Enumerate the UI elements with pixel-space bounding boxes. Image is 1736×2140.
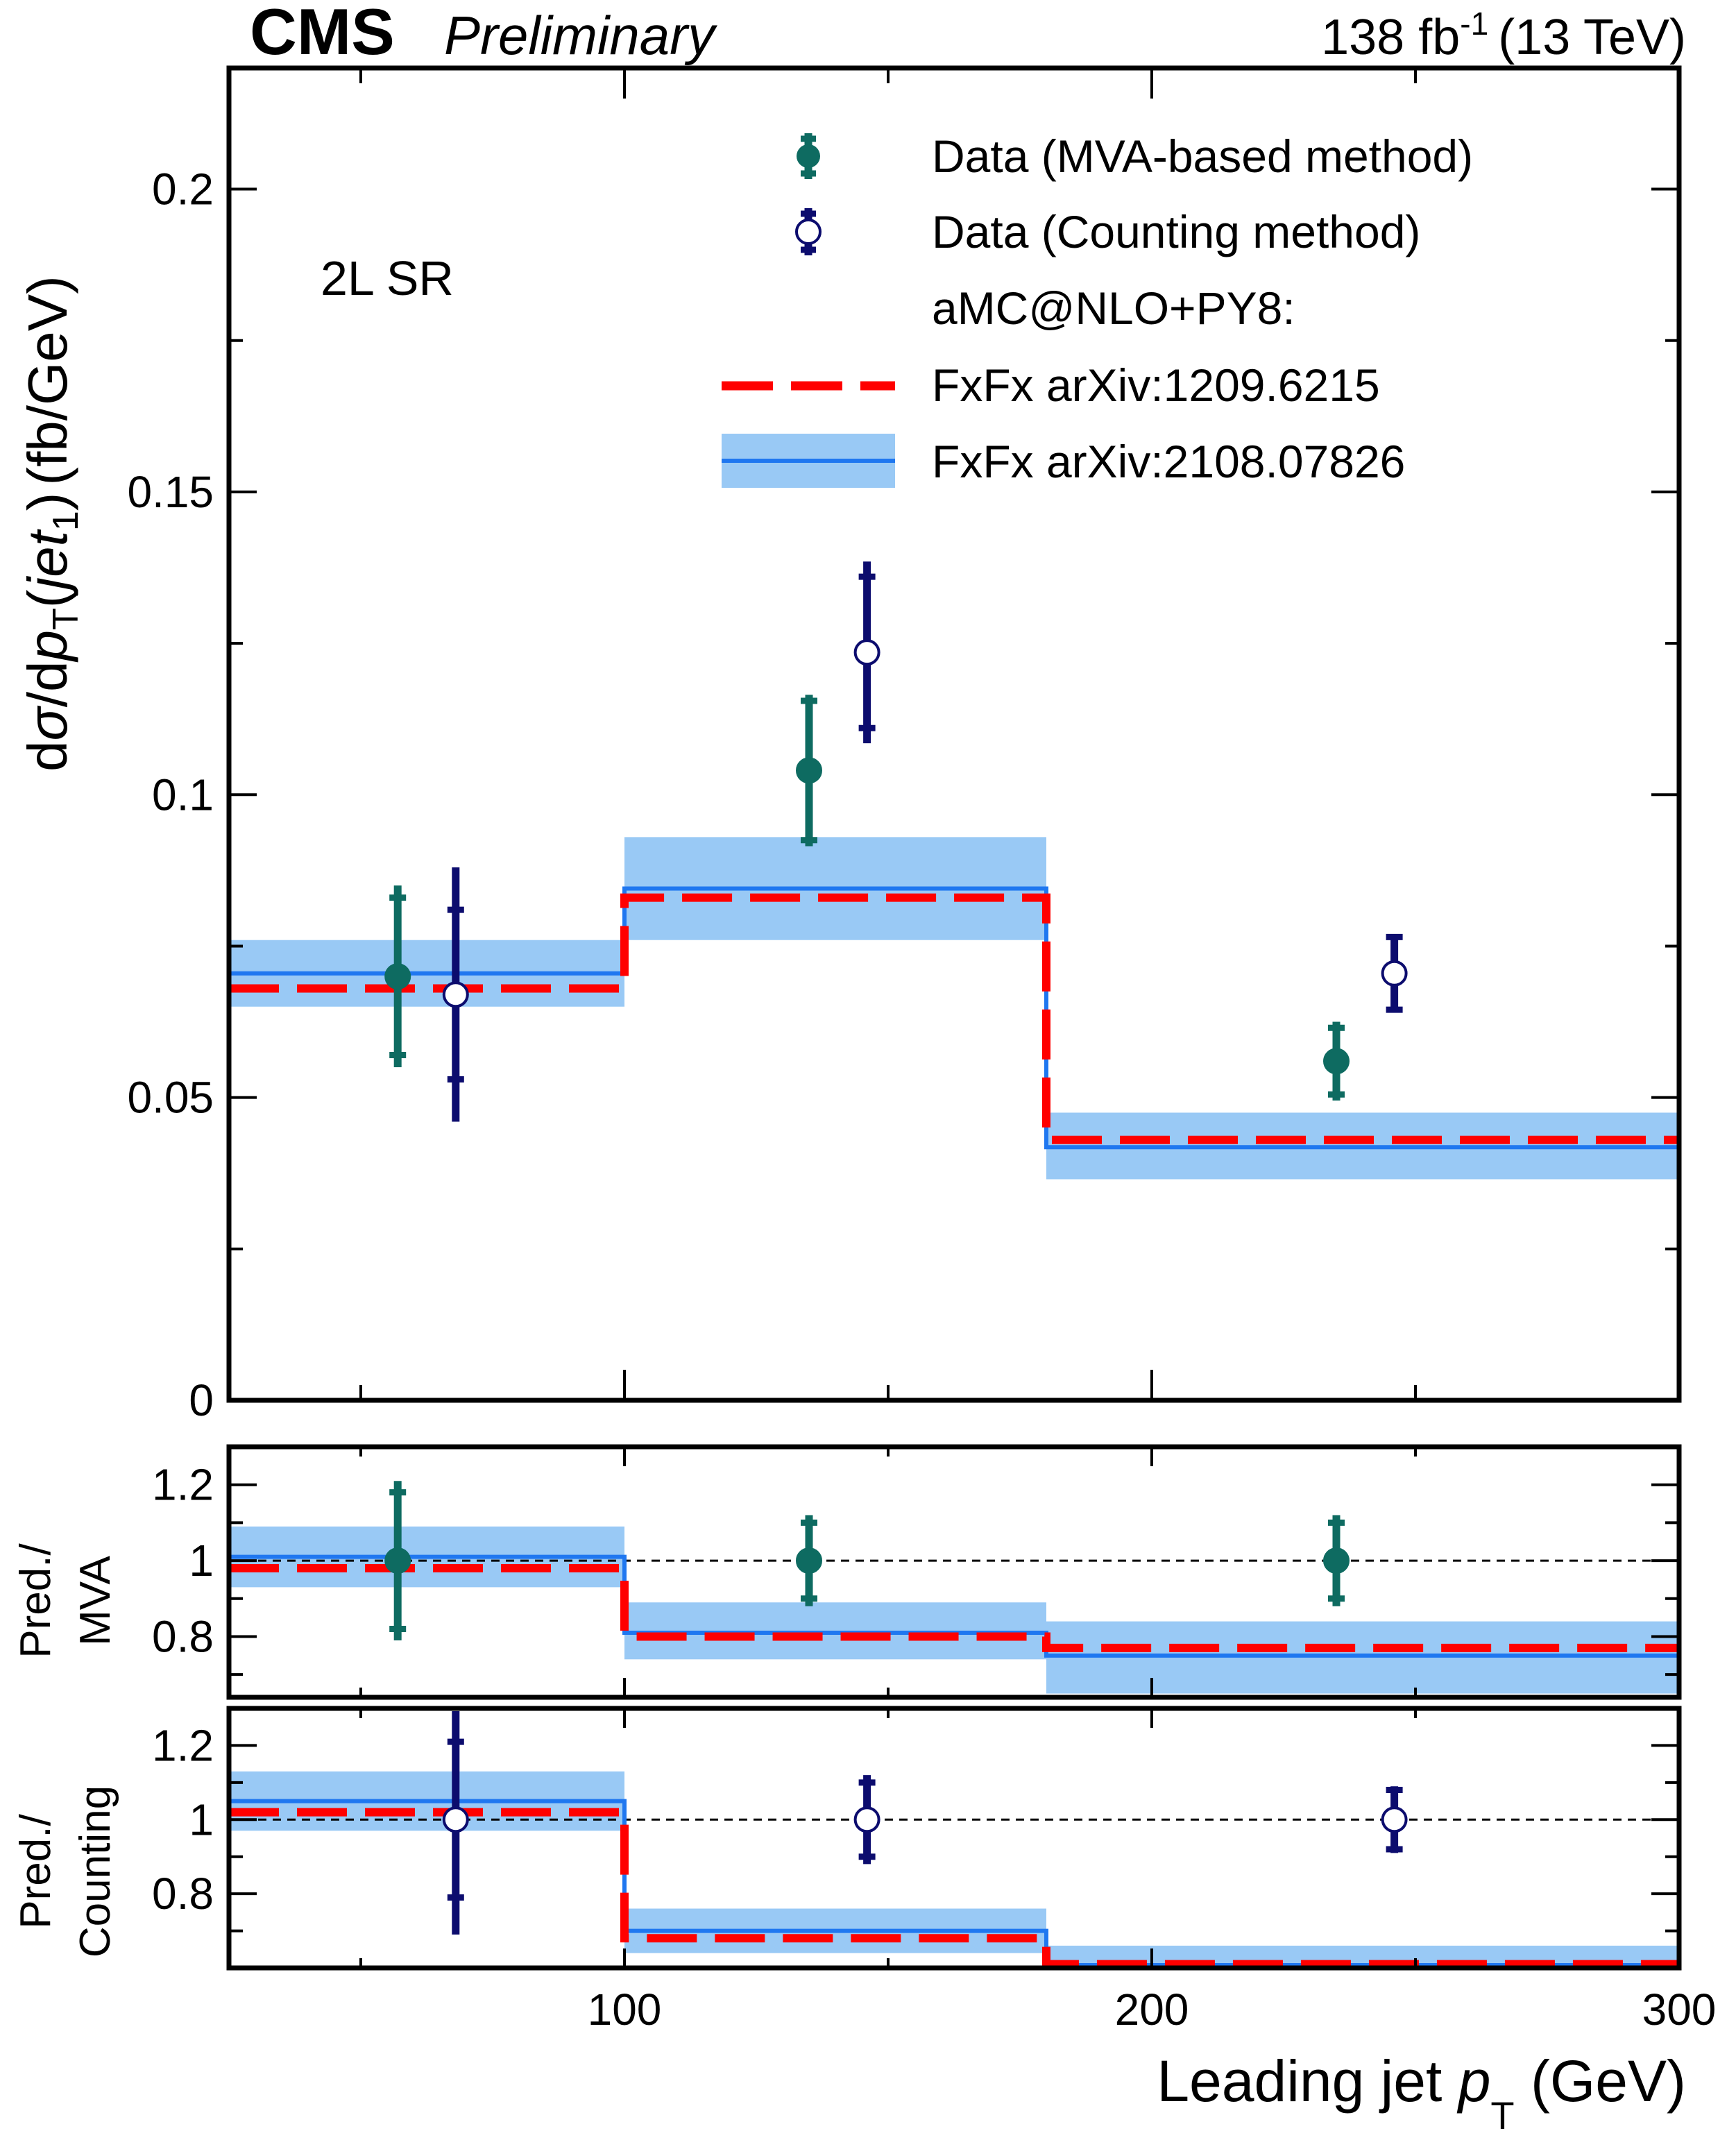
y-axis-title-main: dσ/dpT(jet1) (fb/GeV) — [17, 275, 86, 772]
ratio-counting-frame — [226, 1706, 1682, 1971]
ratio-counting-red-prediction-line — [229, 1808, 1679, 1969]
ratio-mva-frame — [226, 1444, 1682, 1700]
main-red-prediction-line — [229, 893, 1679, 1144]
ratio-mva-mva-point-1 — [384, 1547, 411, 1574]
luminosity-exponent: -1 — [1460, 6, 1488, 42]
ratio-counting-counting-point-2 — [853, 1806, 880, 1833]
ratio-mva-ytick-label: 0.8 — [152, 1611, 214, 1661]
y-title-close: ) — [17, 493, 78, 511]
region-label: 2L SR — [321, 251, 454, 305]
y-title-slash: /d — [17, 661, 78, 708]
x-title-unit: (GeV) — [1515, 2048, 1686, 2114]
ratio-mva-blue-prediction-line — [229, 1554, 1679, 1658]
ratio-counting-xtick-label: 200 — [1115, 1985, 1189, 2035]
y-axis-title-ratio-mva-line2: MVA — [71, 1555, 119, 1645]
ratio-counting-ytick-label: 1.2 — [152, 1720, 214, 1770]
main-ytick-label: 0.15 — [127, 467, 214, 517]
main-ytick-label: 0.05 — [127, 1073, 214, 1123]
y-axis-title-ratio-mva-line1: Pred./ — [12, 1543, 60, 1658]
main-blue-prediction-line — [229, 886, 1679, 1150]
legend-counting-marker — [795, 219, 822, 245]
ratio-mva-mva-point-2 — [796, 1547, 822, 1574]
y-axis-title-ratio-counting-line1: Pred./ — [12, 1814, 60, 1929]
ratio-mva-mva-point-3 — [1323, 1547, 1350, 1574]
y-title-sigma: σ — [17, 706, 78, 741]
legend-entry-red: FxFx arXiv:1209.6215 — [722, 359, 1380, 411]
x-title-sub: T — [1490, 2094, 1514, 2137]
ratio-counting-ytick-label: 1 — [189, 1794, 214, 1844]
ratio-counting-counting-point-1 — [442, 1806, 469, 1833]
main-ytick-label: 0.2 — [152, 164, 214, 214]
y-title-p-sub: T — [46, 608, 86, 630]
ratio-counting-xtick-label: 100 — [588, 1985, 662, 2035]
x-title-p: p — [1456, 2048, 1491, 2114]
legend: Data (MVA-based method) Data (Counting m… — [722, 130, 1473, 488]
y-title-open: ( — [17, 589, 78, 608]
ratio-mva-panel: 0.8 1 1.2 — [152, 1444, 1682, 1700]
main-counting-point-2 — [853, 639, 880, 666]
y-title-jet-sub: 1 — [46, 511, 86, 531]
energy-label: (13 TeV) — [1498, 10, 1686, 65]
experiment-label: CMS — [250, 0, 395, 68]
main-counting-point-1 — [442, 981, 469, 1008]
main-ytick-label: 0 — [189, 1375, 214, 1425]
y-title-p: p — [17, 630, 78, 663]
main-mva-point-3 — [1323, 1048, 1350, 1075]
legend-entry-blue: FxFx arXiv:2108.07826 — [722, 434, 1405, 488]
luminosity-label: 138 fb-1 (13 TeV) — [1321, 6, 1686, 65]
ratio-mva-ytick-label: 1.2 — [152, 1460, 214, 1510]
main-ytick-label: 0.1 — [152, 770, 214, 820]
x-title-text: Leading jet — [1157, 2048, 1458, 2114]
legend-entry-counting: Data (Counting method) — [795, 206, 1420, 257]
main-frame — [226, 65, 1682, 1403]
ratio-counting-panel: 0.8 1 1.2 100 200 300 — [152, 1706, 1717, 2035]
y-title-d: d — [17, 741, 78, 772]
legend-generator-label: aMC@NLO+PY8: — [932, 282, 1295, 334]
legend-blue-label: FxFx arXiv:2108.07826 — [932, 436, 1405, 487]
ratio-counting-xtick-label: 300 — [1642, 1985, 1717, 2035]
main-mva-point-2 — [796, 757, 822, 784]
main-counting-point-3 — [1381, 960, 1408, 987]
legend-entry-mva: Data (MVA-based method) — [797, 130, 1473, 182]
legend-red-label: FxFx arXiv:1209.6215 — [932, 359, 1380, 411]
main-panel: 0 0.05 0.1 0.15 0.2 — [127, 65, 1682, 1425]
header: CMS Preliminary 138 fb-1 (13 TeV) — [250, 0, 1686, 68]
ratio-counting-counting-point-3 — [1381, 1806, 1408, 1833]
y-title-unit: (fb/GeV) — [17, 275, 78, 485]
y-axis-title-ratio-counting-line2: Counting — [71, 1785, 119, 1958]
legend-counting-label: Data (Counting method) — [932, 206, 1420, 257]
ratio-counting-ytick-label: 0.8 — [152, 1869, 214, 1919]
x-axis-title: Leading jet pT (GeV) — [1157, 2048, 1686, 2137]
main-mva-point-1 — [384, 963, 411, 990]
legend-mva-label: Data (MVA-based method) — [932, 130, 1473, 182]
luminosity-value: 138 fb — [1321, 10, 1460, 65]
legend-mva-marker — [797, 144, 820, 168]
ratio-mva-ytick-label: 1 — [189, 1536, 214, 1586]
status-label: Preliminary — [444, 5, 717, 66]
y-title-jet: jet — [17, 529, 78, 595]
